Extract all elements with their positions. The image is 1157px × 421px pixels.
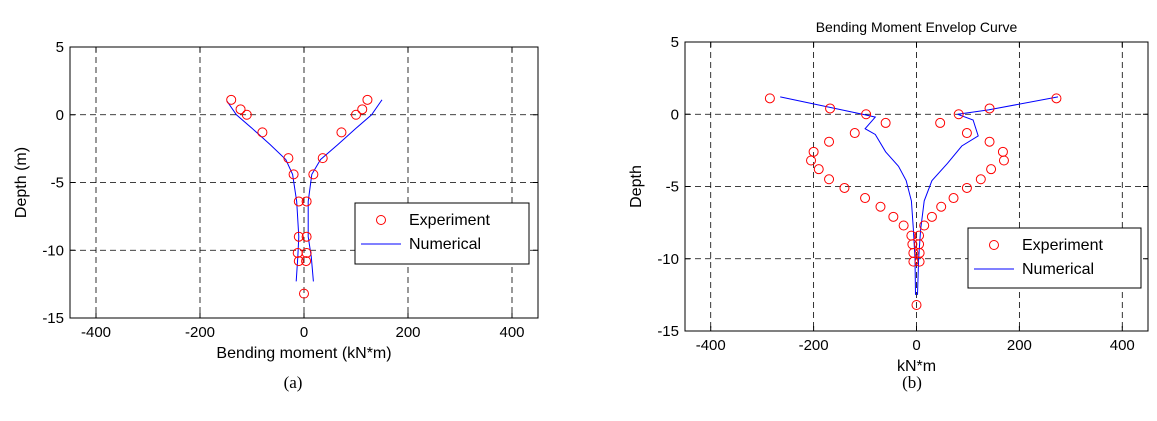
data-point-experiment <box>919 220 930 231</box>
data-point-experiment <box>806 155 817 166</box>
chart-b: -400 -200 0 200 400 5 0 -5 -10 -15 kN*m Depth Bendin… <box>628 19 1149 392</box>
data-point-experiment <box>824 136 835 147</box>
legend-marker-experiment <box>989 240 999 250</box>
data-point-experiment <box>849 128 860 139</box>
legend-label: Experiment <box>1022 237 1103 254</box>
legend-label: Numerical <box>1022 261 1094 278</box>
y-tick-label: -15 <box>42 310 64 327</box>
data-point-experiment <box>975 174 986 185</box>
data-point-experiment <box>362 94 373 105</box>
y-tick-label: -10 <box>42 242 64 259</box>
data-point-experiment <box>861 109 872 120</box>
chart-title: Bending Moment Envelop Curve <box>816 19 1018 35</box>
data-point-experiment <box>875 201 886 212</box>
panel-label: (a) <box>284 373 303 392</box>
data-point-experiment <box>898 220 909 231</box>
data-point-experiment <box>825 103 836 114</box>
series-line-numerical <box>226 100 300 282</box>
data-point-experiment <box>301 196 312 207</box>
data-point-experiment <box>839 182 850 193</box>
data-point-experiment <box>317 153 328 164</box>
series-line-numerical <box>307 99 383 282</box>
data-point-experiment <box>357 104 368 115</box>
y-tick-label: -5 <box>51 175 64 192</box>
data-point-experiment <box>984 103 995 114</box>
x-axis-label: kN*m <box>897 358 936 375</box>
data-point-experiment <box>288 169 299 180</box>
x-tick-label: 200 <box>1007 337 1032 354</box>
legend-marker-experiment <box>376 215 386 225</box>
y-tick-label: -10 <box>657 251 679 268</box>
data-point-experiment <box>998 155 1009 166</box>
data-point-experiment <box>241 109 252 120</box>
data-point-experiment <box>351 109 361 120</box>
data-point-experiment <box>926 211 937 222</box>
y-axis-label: Depth (m) <box>13 147 30 218</box>
x-axis-label: Bending moment (kN*m) <box>216 345 391 362</box>
data-point-experiment <box>986 164 997 175</box>
x-tick-label: 200 <box>395 324 420 341</box>
data-point-experiment <box>888 211 899 222</box>
data-point-experiment <box>257 127 268 138</box>
x-tick-label: 400 <box>1110 337 1135 354</box>
data-point-experiment <box>911 299 922 310</box>
data-point-experiment <box>1051 93 1062 104</box>
y-tick-label: 0 <box>56 107 64 124</box>
x-tick-label: 0 <box>300 324 308 341</box>
data-point-experiment <box>936 201 947 212</box>
y-tick-label: 0 <box>671 106 679 123</box>
data-point-experiment <box>813 164 824 175</box>
data-point-experiment <box>908 256 919 267</box>
data-point-experiment <box>308 169 319 180</box>
y-tick-label: -15 <box>657 323 679 340</box>
data-point-experiment <box>336 127 347 138</box>
data-point-experiment <box>961 182 972 193</box>
series-line-numerical <box>780 96 916 295</box>
data-point-experiment <box>880 117 891 128</box>
x-tick-label: -200 <box>799 337 829 354</box>
data-point-experiment <box>301 247 312 258</box>
y-tick-label: -5 <box>666 179 679 196</box>
data-point-experiment <box>984 136 995 147</box>
data-point-experiment <box>301 231 312 242</box>
legend <box>354 202 530 265</box>
data-point-experiment <box>948 193 959 204</box>
legend-label: Numerical <box>409 236 481 253</box>
panel-label: (b) <box>902 373 922 392</box>
x-tick-label: 400 <box>499 324 524 341</box>
data-point-experiment <box>953 109 964 120</box>
data-point-experiment <box>961 128 972 139</box>
chart-a: -400 -200 0 200 400 5 0 -5 -10 -15 Bending moment … <box>13 39 539 392</box>
data-point-experiment <box>283 153 294 164</box>
data-point-experiment <box>293 256 304 267</box>
data-point-experiment <box>293 231 304 242</box>
data-point-experiment <box>764 93 775 104</box>
legend <box>967 227 1142 289</box>
x-tick-label: 0 <box>912 337 920 354</box>
data-point-experiment <box>301 256 312 267</box>
x-tick-label: -400 <box>81 324 111 341</box>
y-axis-label: Depth <box>628 165 645 208</box>
data-point-experiment <box>824 174 835 185</box>
data-point-experiment <box>235 104 246 115</box>
legend-label: Experiment <box>409 212 490 229</box>
y-tick-label: 5 <box>56 39 64 56</box>
x-tick-label: -200 <box>185 324 215 341</box>
data-point-experiment <box>914 256 925 267</box>
data-point-experiment <box>860 193 871 204</box>
x-tick-label: -400 <box>696 337 726 354</box>
y-tick-label: 5 <box>671 34 679 51</box>
data-point-experiment <box>299 288 309 299</box>
data-point-experiment <box>935 117 946 128</box>
data-point-experiment <box>226 94 237 105</box>
data-point-experiment <box>293 196 304 207</box>
